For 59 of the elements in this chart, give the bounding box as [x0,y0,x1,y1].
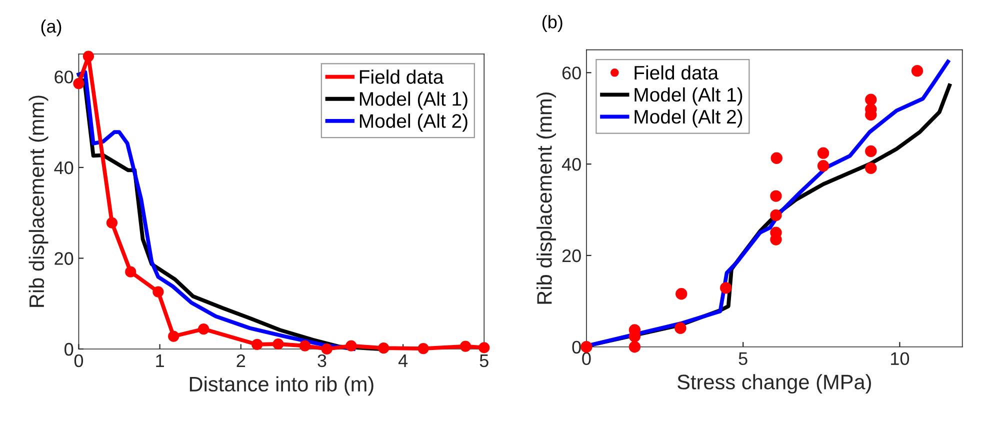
point [865,162,877,174]
y-tick-label: 60 [54,70,74,84]
point [580,341,592,353]
y-tick-label: 20 [54,252,74,265]
point [168,330,180,342]
point [252,338,263,350]
point [152,286,164,298]
point [378,342,390,354]
y-tick-label: 40 [54,161,74,174]
x-axis-title: Stress change (MPa) [678,374,871,394]
y-axis-title: Rib displacement (mm) [536,92,556,304]
point [346,340,357,352]
legend-label: Field data [634,65,719,80]
x-tick-label: 0 [582,352,591,366]
x-tick-label: 2 [236,354,245,367]
x-tick-label: 3 [318,354,326,368]
point [676,288,688,300]
point [198,323,210,335]
x-tick-label: 0 [74,354,84,368]
legend-label: Model (Alt 2) [634,109,742,128]
point [478,342,490,354]
y-tick-label: 20 [562,249,581,262]
x-tick-label: 10 [891,352,910,366]
y-tick-label: 40 [562,158,581,171]
y-tick-label: 0 [572,340,581,354]
x-tick-label: 5 [738,352,748,366]
legend-label: Model (Alt 1) [360,92,468,110]
point [720,282,732,294]
text: (a) [41,19,62,36]
point [460,340,472,352]
legend-label: Model (Alt 2) [360,114,468,132]
point [770,152,782,164]
y-axis-title: Rib displacement (mm) [28,96,48,307]
point [817,160,830,172]
point [73,78,84,90]
x-tick-label: 5 [480,354,488,368]
point [817,147,830,159]
point [321,343,332,355]
y-tick-label: 60 [562,66,581,80]
point [770,190,782,202]
point [911,64,924,77]
x-axis-title: Distance into rib (m) [190,376,374,396]
point [865,94,877,106]
text: (b) [542,15,562,32]
point [628,341,641,353]
x-tick-label: 1 [156,354,164,367]
point [272,338,284,350]
point [770,209,782,222]
point [106,217,118,228]
point [125,266,136,278]
point [418,342,429,354]
y-tick-label: 0 [64,342,74,356]
point [865,145,877,158]
point [82,50,94,62]
legend-label: Model (Alt 1) [634,87,742,106]
point [299,340,310,352]
legend-label: Field data [360,70,444,84]
x-tick-label: 4 [398,354,408,367]
point [674,322,686,334]
